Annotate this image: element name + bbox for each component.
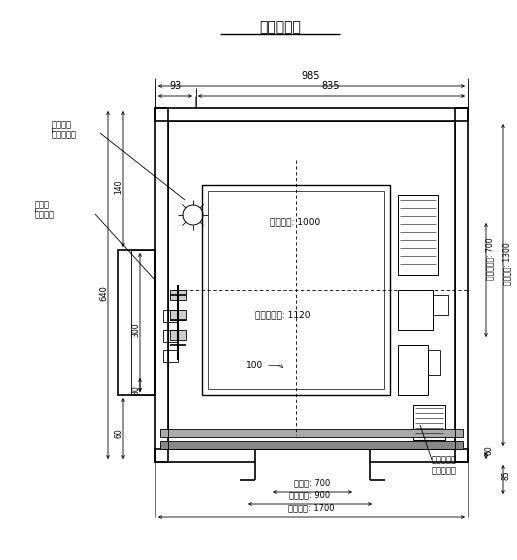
Text: 井道净宽: 1700: 井道净宽: 1700	[288, 503, 334, 512]
Text: 门洞宽度: 900: 门洞宽度: 900	[290, 490, 330, 499]
Bar	[155, 108, 168, 462]
Bar	[398, 195, 438, 275]
Bar	[398, 290, 433, 330]
Text: 60: 60	[484, 445, 494, 455]
Bar	[455, 108, 468, 462]
Text: 300: 300	[131, 322, 141, 337]
Text: 井道平面图: 井道平面图	[259, 20, 301, 34]
Text: 100: 100	[247, 361, 264, 370]
Bar	[170, 310, 186, 320]
Bar	[163, 310, 178, 322]
Text: 30: 30	[131, 385, 141, 395]
Bar	[202, 185, 390, 395]
Text: 轿厢净深: 1300: 轿厢净深: 1300	[503, 242, 511, 285]
Bar	[428, 350, 440, 375]
Bar	[170, 330, 186, 340]
Text: 85: 85	[501, 470, 510, 480]
Text: 93: 93	[169, 81, 181, 91]
Bar	[433, 295, 448, 315]
Text: 由客户自理: 由客户自理	[432, 466, 457, 475]
Bar	[208, 191, 384, 389]
Bar	[163, 350, 178, 362]
Text: 由客户自理: 由客户自理	[52, 130, 77, 139]
Text: 轿厢导轨距: 1120: 轿厢导轨距: 1120	[255, 310, 311, 320]
Text: 缆固定座: 缆固定座	[35, 210, 55, 219]
Bar	[131, 250, 155, 395]
Text: 985: 985	[302, 71, 320, 81]
Bar	[155, 108, 468, 121]
Bar	[398, 345, 428, 395]
Text: 开厢宽: 700: 开厢宽: 700	[294, 478, 330, 487]
Bar	[370, 449, 468, 462]
Bar	[413, 405, 445, 440]
Text: 随行电: 随行电	[35, 200, 50, 209]
Text: 640: 640	[99, 285, 109, 301]
Bar	[160, 429, 463, 437]
Text: 轿厢净宽: 1000: 轿厢净宽: 1000	[270, 217, 320, 226]
Text: 140: 140	[114, 179, 124, 194]
Text: 对重导轨距: 700: 对重导轨距: 700	[485, 237, 494, 280]
Bar	[155, 449, 255, 462]
Bar	[163, 330, 178, 342]
Bar	[118, 250, 155, 395]
Bar	[160, 441, 463, 449]
Text: 60: 60	[114, 428, 124, 438]
Text: 835: 835	[322, 81, 340, 91]
Text: 混凝土填充: 混凝土填充	[432, 455, 457, 464]
Text: 井道照明: 井道照明	[52, 120, 72, 129]
Bar	[170, 290, 186, 300]
